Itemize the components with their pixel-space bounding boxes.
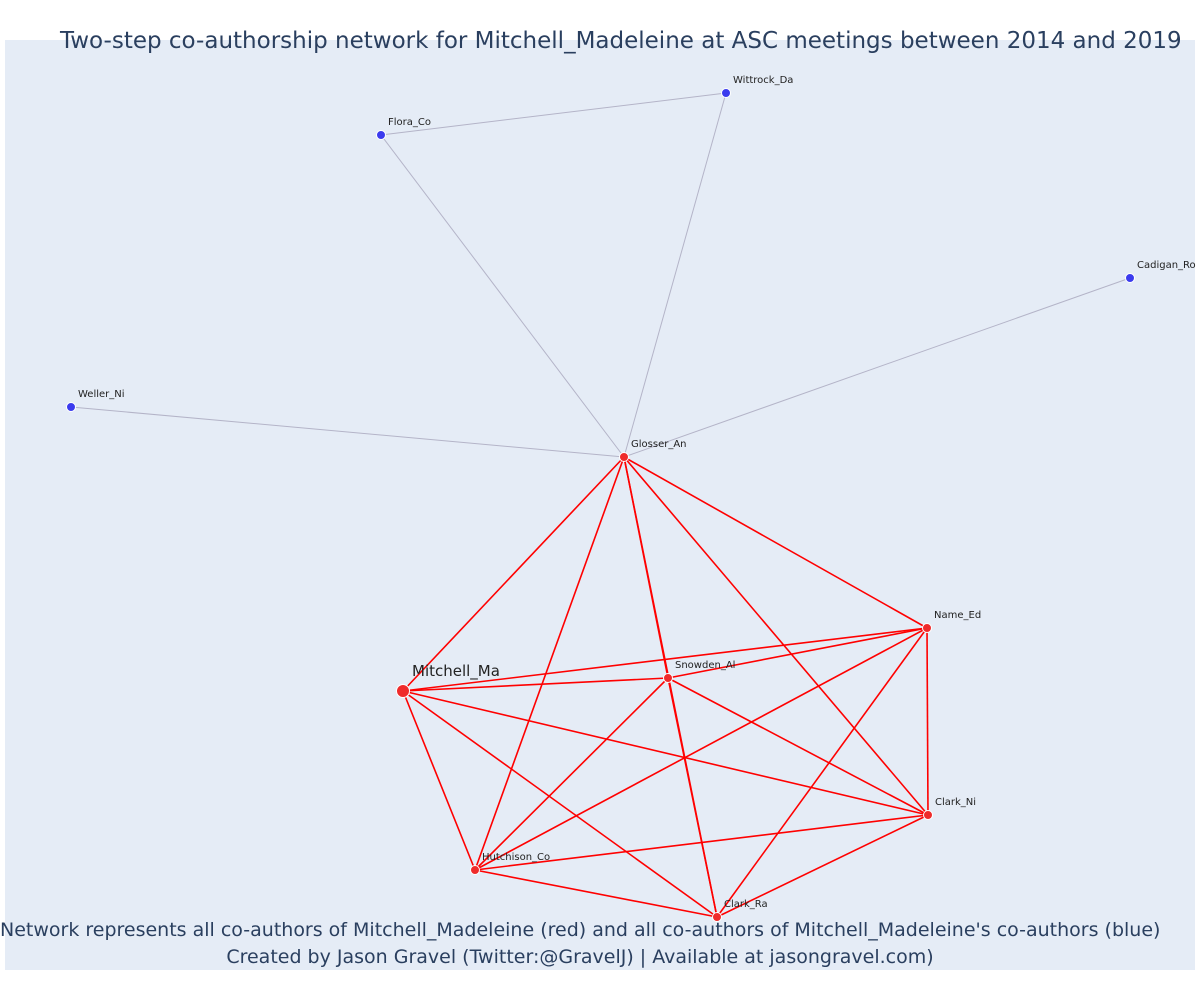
edge-Clark_Ni-Clark_Ra	[716, 814, 929, 918]
edge-Glosser_An-Flora_Co	[380, 134, 625, 458]
edge-Mitchell_Ma-Hutchison_Co	[402, 690, 476, 871]
node-label-Wittrock_Da: Wittrock_Da	[733, 75, 793, 86]
edge-Mitchell_Ma-Glosser_An	[402, 456, 625, 692]
edge-Glosser_An-Cadigan_Ro	[623, 277, 1131, 458]
edge-Name_Ed-Hutchison_Co	[474, 627, 928, 871]
node-label-Cadigan_Ro: Cadigan_Ro	[1137, 260, 1196, 271]
edge-Snowden_Al-Clark_Ra	[667, 677, 718, 918]
node-label-Name_Ed: Name_Ed	[934, 610, 981, 621]
node-Glosser_An[interactable]	[619, 452, 629, 462]
node-Hutchison_Co[interactable]	[470, 865, 480, 875]
node-label-Mitchell_Ma: Mitchell_Ma	[412, 662, 500, 681]
edge-Mitchell_Ma-Snowden_Al	[402, 677, 669, 692]
node-Flora_Co[interactable]	[376, 130, 386, 140]
edge-Glosser_An-Clark_Ni	[623, 456, 929, 816]
edge-Hutchison_Co-Clark_Ra	[474, 869, 718, 918]
plot-area	[5, 40, 1195, 970]
edges-layer	[70, 92, 1131, 918]
edge-Mitchell_Ma-Clark_Ra	[402, 690, 718, 918]
edge-Mitchell_Ma-Clark_Ni	[402, 690, 929, 816]
node-Mitchell_Ma[interactable]	[396, 684, 410, 698]
caption-line-2: Created by Jason Gravel (Twitter:@Gravel…	[226, 946, 934, 968]
node-label-Clark_Ra: Clark_Ra	[724, 899, 768, 910]
node-Snowden_Al[interactable]	[663, 673, 673, 683]
edge-Clark_Ni-Hutchison_Co	[474, 814, 929, 871]
nodes-layer	[66, 88, 1135, 922]
node-label-Snowden_Al: Snowden_Al	[675, 660, 735, 671]
edge-Glosser_An-Wittrock_Da	[623, 92, 727, 458]
labels-layer: Mitchell_Ma Glosser_An Snowden_Al Name_Ed Cl…	[78, 75, 1196, 910]
caption-line-1: Network represents all co-authors of Mit…	[0, 919, 1161, 941]
node-Weller_Ni[interactable]	[66, 402, 76, 412]
edge-Flora_Co-Wittrock_Da	[380, 92, 727, 136]
node-Name_Ed[interactable]	[922, 623, 932, 633]
edge-Glosser_An-Name_Ed	[623, 456, 928, 629]
edge-Snowden_Al-Name_Ed	[667, 627, 928, 679]
node-label-Clark_Ni: Clark_Ni	[935, 797, 976, 808]
node-Wittrock_Da[interactable]	[721, 88, 731, 98]
edge-Snowden_Al-Hutchison_Co	[474, 677, 669, 871]
node-label-Weller_Ni: Weller_Ni	[78, 389, 125, 400]
node-Clark_Ra[interactable]	[712, 912, 722, 922]
edge-Name_Ed-Clark_Ni	[926, 627, 929, 816]
node-Cadigan_Ro[interactable]	[1125, 273, 1135, 283]
node-label-Glosser_An: Glosser_An	[631, 439, 687, 450]
edge-Glosser_An-Hutchison_Co	[474, 456, 625, 871]
edge-Glosser_An-Weller_Ni	[70, 406, 625, 458]
edge-Snowden_Al-Clark_Ni	[667, 677, 929, 816]
edge-Name_Ed-Clark_Ra	[716, 627, 928, 918]
figure-title: Two-step co-authorship network for Mitch…	[60, 28, 1182, 54]
node-label-Flora_Co: Flora_Co	[388, 117, 431, 128]
figure-caption: Network represents all co-authors of Mit…	[0, 917, 1160, 971]
node-Clark_Ni[interactable]	[923, 810, 933, 820]
node-label-Hutchison_Co: Hutchison_Co	[482, 852, 550, 863]
